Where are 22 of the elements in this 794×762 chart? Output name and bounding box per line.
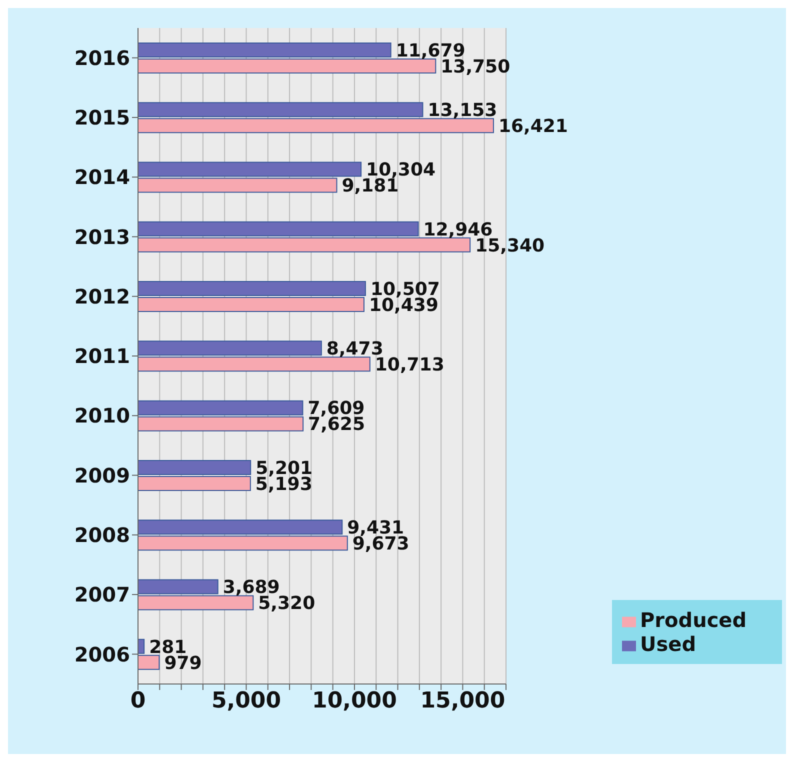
y-tick-label: 2006 bbox=[74, 642, 130, 666]
y-tick-label: 2013 bbox=[74, 224, 130, 249]
y-tick-label: 2014 bbox=[74, 165, 130, 190]
y-tick-label: 2016 bbox=[74, 46, 130, 70]
y-tick-label: 2011 bbox=[74, 344, 130, 368]
legend-label: Produced bbox=[640, 608, 747, 632]
y-tick-label: 2007 bbox=[74, 582, 130, 607]
y-tick-label: 2009 bbox=[74, 463, 130, 488]
y-tick-label: 2010 bbox=[74, 404, 130, 428]
x-tick-label: 10,000 bbox=[312, 688, 397, 714]
legend-label: Used bbox=[640, 632, 696, 656]
data-label: 13,153 bbox=[428, 100, 498, 122]
data-label: 15,340 bbox=[475, 235, 545, 256]
y-tick-label: 2012 bbox=[74, 284, 130, 308]
x-tick-label: 5,000 bbox=[211, 688, 282, 714]
data-label: 16,421 bbox=[498, 116, 568, 138]
data-label: 979 bbox=[164, 652, 202, 674]
y-tick-label: 2008 bbox=[74, 523, 130, 548]
x-tick-label: 15,000 bbox=[420, 688, 506, 714]
data-label: 13,750 bbox=[440, 56, 510, 78]
y-tick-label: 2015 bbox=[74, 106, 130, 130]
x-tick-label: 0 bbox=[130, 688, 146, 714]
